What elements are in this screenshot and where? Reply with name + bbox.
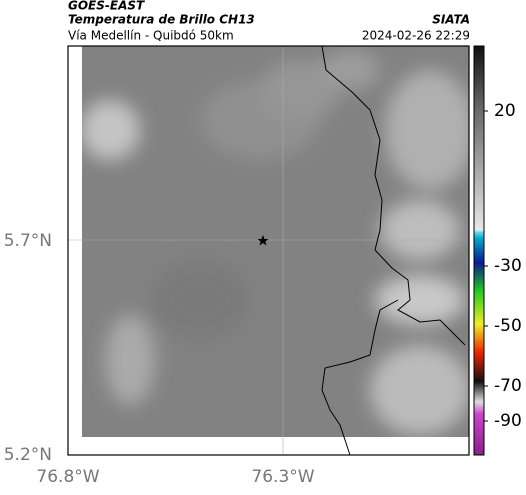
map-frame xyxy=(67,45,470,456)
colorbar-tick-label: -70 xyxy=(494,376,522,396)
agency: SIATA xyxy=(432,13,470,27)
lon-tick-label: 76.3°W xyxy=(251,467,314,487)
timestamp: 2024-02-26 22:29 xyxy=(362,29,470,43)
border xyxy=(321,45,466,456)
colorbar xyxy=(473,45,485,456)
location-marker xyxy=(257,235,269,246)
region: Vía Medellín - Quibdó 50km xyxy=(68,29,234,43)
lat-tick-label: 5.7°N xyxy=(4,231,52,251)
colorbar-tick-label: 20 xyxy=(494,101,516,121)
colorbar-tick-label: -30 xyxy=(494,256,522,276)
lon-tick-label: 76.8°W xyxy=(36,467,99,487)
lat-tick-label: 5.2°N xyxy=(4,445,52,465)
source: GOES-EAST xyxy=(68,0,145,13)
satellite-image xyxy=(82,46,469,437)
colorbar-tick-label: -50 xyxy=(494,316,522,336)
product-title: Temperatura de Brillo CH13 xyxy=(68,13,255,27)
colorbar-ticks xyxy=(484,110,488,422)
colorbar-tick-label: -90 xyxy=(494,411,522,431)
